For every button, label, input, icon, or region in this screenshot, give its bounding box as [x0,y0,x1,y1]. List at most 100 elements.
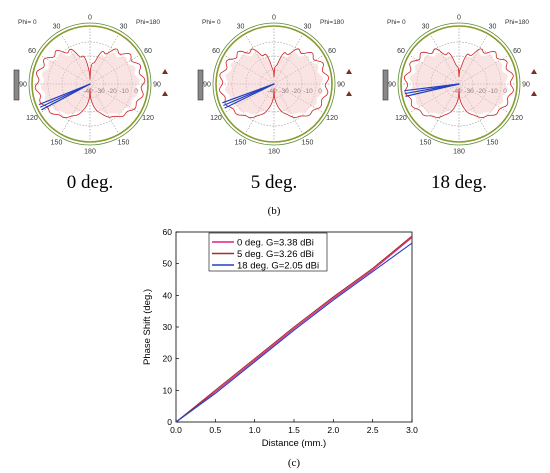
x-ticks: 0.0 0.5 1.0 1.5 2.0 2.5 3.0 [170,419,418,435]
phi-left-label: Phi= 0 [18,19,37,26]
beam-line [38,83,91,106]
polar-angle-tick: 120 [142,115,154,122]
polar-angle-tick: 90 [337,82,345,89]
polar-angle-tick: 90 [203,82,211,89]
y-tick-label: 0 [167,417,172,427]
series-line-2 [175,242,413,423]
radiation-pattern [34,48,146,119]
pattern-fill [40,52,140,115]
polar-outer-ring [400,25,518,143]
phi-right-label: Phi=180 [320,19,344,26]
polar-angle-tick: 90 [388,82,396,89]
x-tick-label: 1.5 [288,425,300,435]
beam-line [404,83,460,92]
polar-plots: 0306090120150180150120906030-40-30-20-10… [13,15,537,193]
series-lines [175,235,413,423]
legend-label-0: 0 deg. G=3.38 dBi [237,238,314,249]
marker-triangle-up [346,69,352,74]
y-tick-label: 30 [163,322,173,332]
radiation-pattern [218,48,330,119]
polar-angle-tick: 60 [144,48,152,55]
polar-angle-tick: 0 [457,15,461,22]
polar-angle-tick: 180 [453,149,465,156]
phi-left-label: Phi= 0 [202,19,221,26]
polar-outer-ring [215,25,333,143]
x-tick-label: 2.0 [327,425,339,435]
y-tick-label: 40 [163,290,173,300]
polar-angle-tick: 30 [304,23,312,30]
beam-line [222,83,275,104]
marker-triangle-down [162,91,168,96]
polar-plot-0: 0306090120150180150120906030-40-30-20-10… [13,15,168,193]
polar-angle-tick: 30 [237,23,245,30]
polar-angle-tick: 0 [272,15,276,22]
polar-angle-tick: 90 [19,82,27,89]
legend-label-2: 18 deg. G=2.05 dBi [237,261,319,272]
polar-angle-tick: 60 [397,48,405,55]
x-tick-label: 2.5 [367,425,379,435]
y-tick-label: 10 [163,385,173,395]
polar-angle-tick: 150 [51,140,63,147]
x-tick-label: 0.0 [170,425,182,435]
series-line-0 [175,236,413,423]
phi-right-label: Phi=180 [136,19,160,26]
y-ticks: 0 10 20 30 40 50 60 [163,227,179,427]
y-axis-label: Phase Shift (deg.) [142,289,153,365]
polar-angle-tick: 60 [328,48,336,55]
polar-angle-tick: 60 [28,48,36,55]
antenna-bar [197,69,204,101]
polar-angle-tick: 120 [326,115,338,122]
y-tick-label: 20 [163,354,173,364]
polar-angle-tick: 180 [268,149,280,156]
polar-angle-tick: 90 [522,82,530,89]
series-line-1 [175,235,413,423]
radiation-pattern [403,48,514,119]
polar-caption: 0 deg. [67,172,113,193]
x-axis-label: Distance (mm.) [262,438,326,449]
polar-caption: 18 deg. [431,172,487,193]
legend-label-1: 5 deg. G=3.26 dBi [237,249,314,260]
polar-plot-2: 0306090120150180150120906030-40-30-20-10… [382,15,537,193]
x-tick-label: 0.5 [209,425,221,435]
pattern-fill [409,52,508,115]
polar-outer-ring-2 [397,22,521,146]
antenna-bar [382,69,389,101]
polar-caption: 5 deg. [251,172,297,193]
x-tick-label: 1.0 [249,425,261,435]
antenna-bar [13,69,20,101]
phi-left-label: Phi= 0 [387,19,406,26]
pattern-fill [224,52,324,115]
polar-angle-tick: 150 [118,140,130,147]
marker-triangle-up [531,69,537,74]
label-b: (b) [268,205,281,217]
polar-angle-tick: 180 [84,149,96,156]
polar-angle-tick: 90 [153,82,161,89]
y-tick-label: 50 [163,259,173,269]
polar-angle-tick: 60 [212,48,220,55]
polar-angle-tick: 120 [26,115,38,122]
polar-angle-tick: 150 [302,140,314,147]
polar-outer-ring [31,25,149,143]
polar-angle-tick: 150 [235,140,247,147]
label-c: (c) [288,457,301,469]
polar-angle-tick: 30 [489,23,497,30]
polar-angle-tick: 120 [511,115,523,122]
polar-angle-tick: 30 [422,23,430,30]
polar-angle-tick: 150 [487,140,499,147]
x-tick-label: 3.0 [406,425,418,435]
polar-angle-tick: 30 [120,23,128,30]
phi-right-label: Phi=180 [505,19,529,26]
polar-plot-1: 0306090120150180150120906030-40-30-20-10… [197,15,352,193]
phase-shift-chart: 0 10 20 30 40 50 60 0.0 0.5 1.0 1.5 2.0 2.5 3.0 Dist… [142,227,418,449]
polar-angle-tick: 60 [513,48,521,55]
polar-angle-tick: 120 [395,115,407,122]
polar-angle-tick: 30 [53,23,61,30]
marker-triangle-up [162,69,168,74]
marker-triangle-down [346,91,352,96]
polar-outer-ring-2 [28,22,152,146]
marker-triangle-down [531,91,537,96]
polar-angle-tick: 120 [210,115,222,122]
polar-outer-ring-2 [212,22,336,146]
